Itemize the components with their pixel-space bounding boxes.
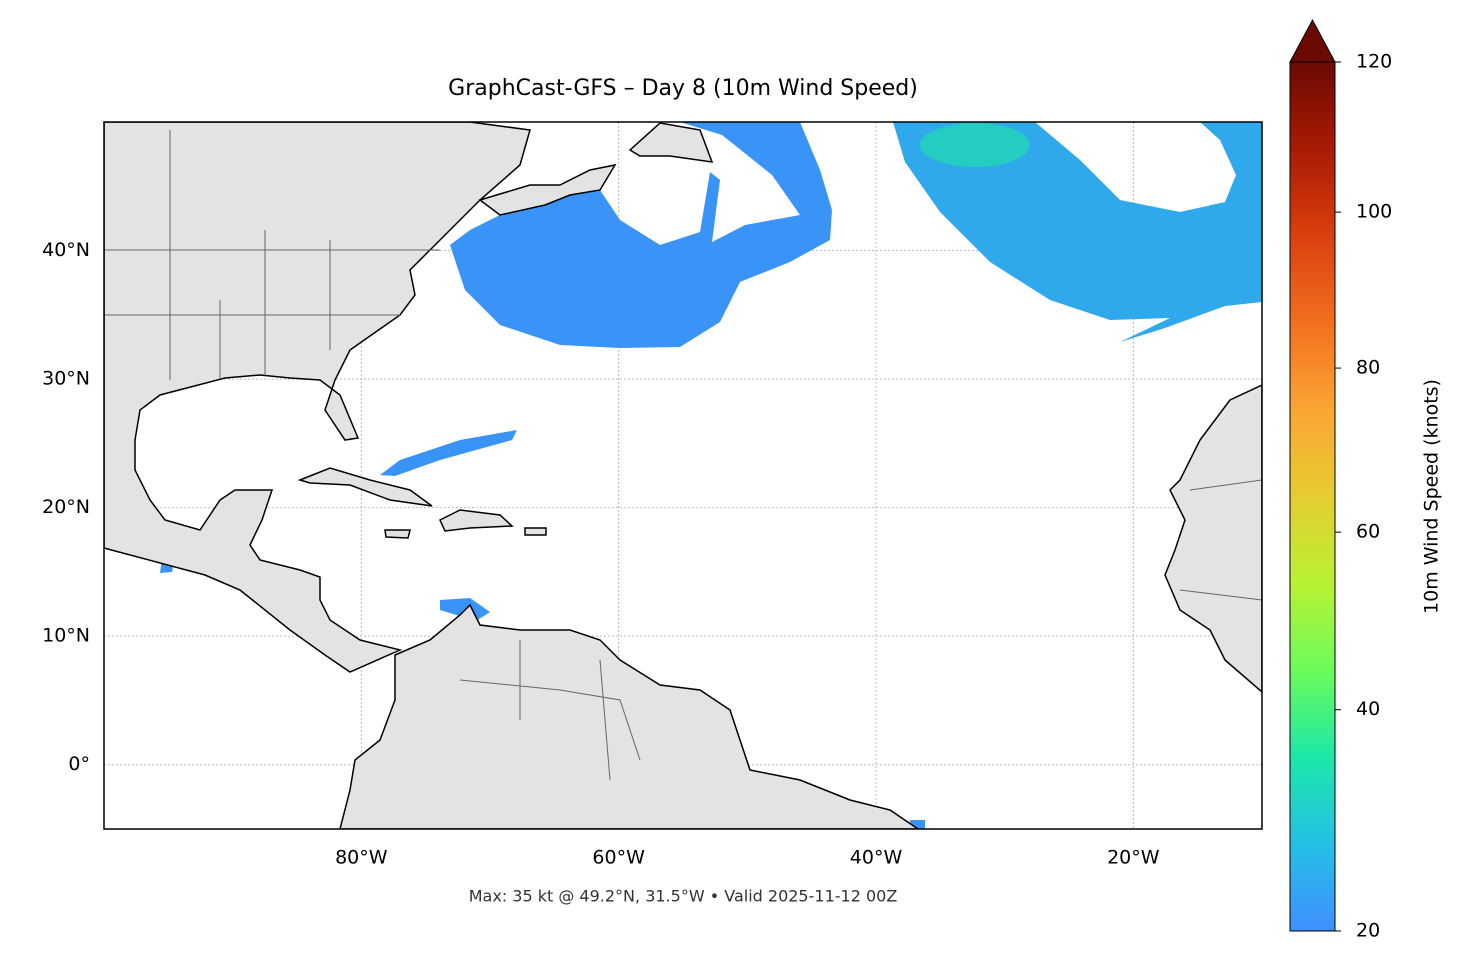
- map-layer: [104, 122, 1262, 829]
- colorbar-tick-label: 100: [1356, 201, 1392, 223]
- land: [1164, 384, 1262, 693]
- y-tick-label: 40°N: [42, 239, 90, 261]
- colorbar-tick-label: 40: [1356, 698, 1380, 720]
- colorbar-body: [1289, 61, 1336, 932]
- wind-region: [450, 122, 832, 348]
- land: [384, 527, 547, 539]
- land: [104, 122, 531, 673]
- plot-frame: [103, 121, 1263, 830]
- land: [339, 603, 920, 829]
- land: [297, 467, 433, 507]
- footnote: Max: 35 kt @ 49.2°N, 31.5°W • Valid 2025…: [469, 887, 898, 906]
- wind-region: [893, 122, 1262, 342]
- x-tick-label: 40°W: [850, 847, 903, 869]
- colorbar-tick-label: 80: [1356, 357, 1380, 379]
- borders: [104, 130, 1262, 781]
- y-tick-label: 10°N: [42, 625, 90, 647]
- land: [439, 509, 514, 532]
- y-tick-label: 20°N: [42, 496, 90, 518]
- x-tick-label: 80°W: [335, 847, 388, 869]
- land: [478, 163, 617, 216]
- y-tick-label: 0°: [68, 753, 90, 775]
- colorbar-tick-label: 20: [1356, 920, 1380, 942]
- x-tick-label: 20°W: [1107, 847, 1160, 869]
- colorbar-tick-label: 60: [1356, 521, 1380, 543]
- x-tick-label: 60°W: [592, 847, 645, 869]
- wind-region: [380, 430, 517, 476]
- land: [628, 122, 714, 163]
- colorbar-label: 10m Wind Speed (knots): [1421, 379, 1443, 614]
- wind-maximum: [920, 123, 1030, 167]
- chart-title: GraphCast-GFS – Day 8 (10m Wind Speed): [448, 76, 918, 101]
- y-tick-label: 30°N: [42, 368, 90, 390]
- colorbar-extend: [1289, 18, 1336, 63]
- colorbar: 20 40 60 80 100 120 10m Wind Speed (knots): [1289, 18, 1443, 942]
- colorbar-tick-label: 120: [1356, 51, 1392, 73]
